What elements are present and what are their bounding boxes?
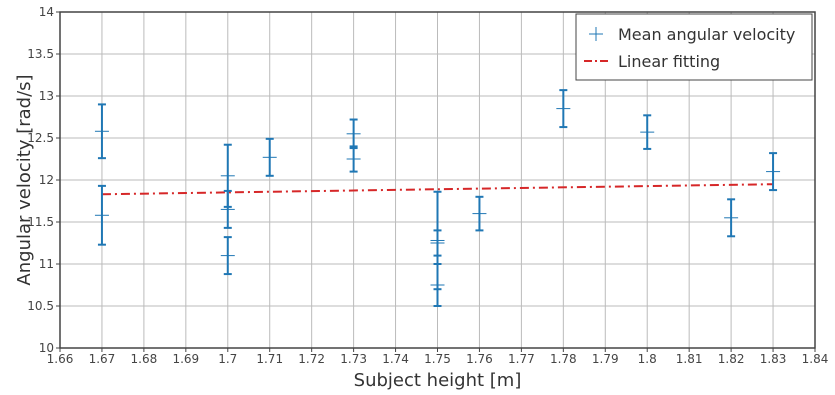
x-tick-label: 1.84 — [802, 352, 829, 366]
data-point — [346, 145, 361, 173]
x-tick-label: 1.72 — [298, 352, 325, 366]
y-tick-label: 13.5 — [27, 47, 54, 61]
x-tick-label: 1.76 — [466, 352, 493, 366]
legend-marker-mean-angular-velocity — [589, 27, 603, 41]
data-point — [94, 184, 109, 246]
x-tick-label: 1.68 — [131, 352, 158, 366]
data-point — [640, 114, 655, 150]
legend-box — [575, 13, 813, 81]
y-tick-label: 10.5 — [27, 299, 54, 313]
y-ticks: 10 10.5 11 11.5 12 12.5 13 13.5 14 — [27, 5, 60, 355]
x-ticks: 1.66 1.67 1.68 1.69 1.7 1.71 1.72 1.73 1.74 1.75 1… — [47, 348, 829, 366]
x-tick-label: 1.78 — [550, 352, 577, 366]
legend-label-mean-angular-velocity: Mean angular velocity — [618, 25, 795, 44]
x-tick-label: 1.66 — [47, 352, 74, 366]
legend: Mean angular velocity Linear fitting — [575, 13, 813, 81]
fit-line-layer — [101, 183, 774, 196]
x-tick-label: 1.71 — [256, 352, 283, 366]
x-axis-title: Subject height [m] — [354, 370, 522, 391]
x-tick-label: 1.82 — [718, 352, 745, 366]
x-tick-label: 1.77 — [508, 352, 535, 366]
x-tick-label: 1.69 — [172, 352, 199, 366]
y-tick-label: 12 — [39, 173, 54, 187]
grid — [59, 11, 816, 349]
data-point — [262, 137, 277, 177]
x-tick-label: 1.67 — [89, 352, 116, 366]
data-point — [220, 236, 235, 276]
x-tick-label: 1.73 — [340, 352, 367, 366]
data-point — [430, 229, 445, 257]
data-point — [94, 103, 109, 160]
fit-line — [101, 183, 774, 196]
x-tick-label: 1.83 — [760, 352, 787, 366]
y-tick-label: 11 — [39, 257, 54, 271]
x-tick-label: 1.81 — [676, 352, 703, 366]
data-point — [556, 89, 571, 129]
y-tick-label: 14 — [39, 5, 54, 19]
x-tick-label: 1.74 — [382, 352, 409, 366]
y-tick-label: 10 — [39, 341, 54, 355]
errorbar-layer — [94, 89, 781, 307]
data-point — [472, 195, 487, 232]
x-tick-label: 1.7 — [218, 352, 237, 366]
y-axis-title: Angular velocity [rad/s] — [14, 74, 35, 285]
data-point — [220, 189, 235, 229]
x-tick-label: 1.8 — [638, 352, 657, 366]
legend-label-linear-fitting: Linear fitting — [618, 52, 720, 71]
data-point — [346, 118, 361, 150]
data-point — [430, 263, 445, 307]
y-tick-label: 11.5 — [27, 215, 54, 229]
x-tick-label: 1.75 — [424, 352, 451, 366]
data-point — [724, 198, 739, 238]
data-point — [766, 152, 781, 192]
x-tick-label: 1.79 — [592, 352, 619, 366]
y-tick-label: 13 — [39, 89, 54, 103]
y-tick-label: 12.5 — [27, 131, 54, 145]
